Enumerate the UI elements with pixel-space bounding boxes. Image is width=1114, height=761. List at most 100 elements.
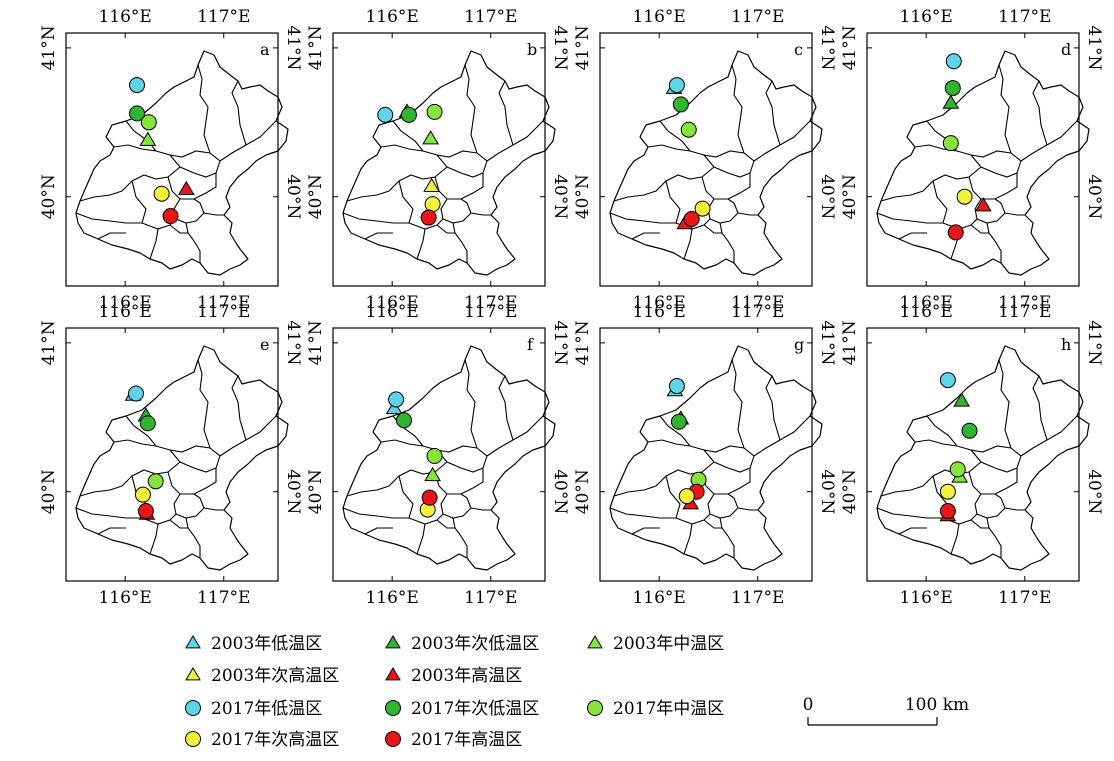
marker-2017-low bbox=[388, 391, 405, 408]
lat-label-left: 40°N bbox=[840, 469, 860, 514]
marker-2017-high bbox=[939, 503, 956, 520]
lat-label-right: 40°N bbox=[1084, 174, 1104, 219]
legend-label: 2003年低温区 bbox=[211, 634, 322, 654]
lat-label-right: 41°N bbox=[817, 320, 837, 365]
lon-label-bottom: 117°E bbox=[464, 588, 517, 608]
lat-label-right: 41°N bbox=[550, 25, 570, 70]
lat-label-left: 40°N bbox=[573, 469, 593, 514]
lon-label-top: 117°E bbox=[197, 7, 250, 27]
marker-2017-sub-high bbox=[678, 488, 695, 505]
lat-label-left: 41°N bbox=[39, 25, 59, 70]
lat-label-left: 41°N bbox=[306, 320, 326, 365]
district-boundaries bbox=[342, 50, 556, 276]
marker-2017-low bbox=[945, 53, 962, 70]
marker-2017-sub-high bbox=[134, 486, 151, 503]
lat-label-left: 41°N bbox=[840, 25, 860, 70]
marker-2017-sub-low bbox=[670, 413, 687, 430]
lon-label-top: 116°E bbox=[899, 302, 952, 322]
district-boundaries bbox=[342, 345, 556, 571]
panel-frame bbox=[866, 327, 1080, 582]
marker-2003-mid bbox=[139, 131, 157, 146]
lon-label-top: 116°E bbox=[365, 302, 418, 322]
district-boundaries bbox=[75, 50, 289, 276]
marker-2017-sub-high bbox=[694, 200, 711, 217]
district-boundaries bbox=[75, 345, 289, 571]
panel-frame bbox=[65, 32, 279, 287]
panel-frame bbox=[332, 327, 546, 582]
marker-2017-mid bbox=[942, 135, 959, 152]
legend-label: 2003年次高温区 bbox=[211, 666, 339, 686]
scale-bar-start-label: 0 bbox=[803, 695, 814, 715]
lon-label-bottom: 117°E bbox=[731, 588, 784, 608]
lat-label-left: 41°N bbox=[573, 320, 593, 365]
lon-label-bottom: 116°E bbox=[899, 588, 952, 608]
marker-2017-high bbox=[137, 503, 154, 520]
panel-letter: g bbox=[794, 335, 804, 354]
marker-2017-low bbox=[939, 372, 956, 389]
marker-2017-mid bbox=[426, 103, 443, 120]
legend-label: 2017年次高温区 bbox=[211, 730, 339, 750]
legend-swatch-triangle bbox=[587, 635, 603, 649]
panel-frame bbox=[866, 32, 1080, 287]
lon-label-bottom: 116°E bbox=[899, 293, 952, 313]
lat-label-right: 41°N bbox=[1084, 25, 1104, 70]
lat-label-left: 41°N bbox=[573, 25, 593, 70]
legend: 2003年低温区 2003年次低温区 2003年中温区 2003年次高温区 2003年高… bbox=[185, 634, 724, 750]
lon-label-top: 117°E bbox=[197, 302, 250, 322]
marker-2017-low bbox=[668, 77, 685, 94]
marker-2017-mid bbox=[140, 114, 157, 131]
marker-2017-high bbox=[683, 211, 700, 228]
lat-label-left: 40°N bbox=[39, 469, 59, 514]
lat-label-right: 40°N bbox=[817, 469, 837, 514]
marker-2003-sub-low bbox=[953, 392, 971, 407]
marker-2017-mid bbox=[426, 447, 443, 464]
scale-bar-end-label: 100 km bbox=[905, 695, 969, 715]
lat-label-left: 41°N bbox=[306, 25, 326, 70]
marker-2017-sub-low bbox=[944, 80, 961, 97]
lat-label-right: 41°N bbox=[283, 320, 303, 365]
lat-label-right: 41°N bbox=[817, 25, 837, 70]
panel-frame bbox=[599, 32, 813, 287]
marker-2003-high bbox=[974, 197, 992, 212]
marker-2017-sub-low bbox=[128, 105, 145, 122]
panel-frame bbox=[332, 32, 546, 287]
district-boundaries bbox=[876, 50, 1090, 276]
marker-2017-mid bbox=[680, 121, 697, 138]
panel-letter: f bbox=[527, 335, 534, 354]
lon-label-bottom: 116°E bbox=[98, 293, 151, 313]
map-panel-d: 116°E 116°E 117°E 117°E 41°N 41°N 40°N 40°N d bbox=[840, 7, 1104, 313]
marker-2017-high bbox=[947, 224, 964, 241]
district-boundaries bbox=[609, 345, 823, 571]
lon-label-bottom: 117°E bbox=[464, 293, 517, 313]
legend-label: 2003年高温区 bbox=[411, 666, 522, 686]
legend-label: 2003年中温区 bbox=[613, 634, 724, 654]
legend-label: 2017年中温区 bbox=[613, 699, 724, 719]
map-panel-a: 116°E 116°E 117°E 117°E 41°N 41°N 40°N 40°N a bbox=[39, 7, 303, 313]
lon-label-bottom: 117°E bbox=[197, 588, 250, 608]
panel-letter: b bbox=[527, 40, 537, 59]
map-panel-e: 116°E 116°E 117°E 117°E 41°N 41°N 40°N 40°N e bbox=[39, 302, 303, 608]
lon-label-bottom: 117°E bbox=[197, 293, 250, 313]
lat-label-left: 41°N bbox=[840, 320, 860, 365]
lon-label-top: 117°E bbox=[731, 302, 784, 322]
map-panel-c: 116°E 116°E 117°E 117°E 41°N 41°N 40°N 40°N c bbox=[573, 7, 837, 313]
lon-label-bottom: 116°E bbox=[632, 293, 685, 313]
marker-2017-low bbox=[668, 378, 685, 395]
lon-label-top: 117°E bbox=[464, 7, 517, 27]
marker-2017-low bbox=[128, 385, 145, 402]
lon-label-top: 117°E bbox=[998, 302, 1051, 322]
lat-label-left: 40°N bbox=[573, 174, 593, 219]
panel-letter: e bbox=[260, 335, 269, 354]
lon-label-top: 117°E bbox=[464, 302, 517, 322]
legend-swatch-triangle bbox=[385, 667, 401, 681]
legend-swatch-circle bbox=[185, 731, 201, 747]
lon-label-bottom: 116°E bbox=[632, 588, 685, 608]
lat-label-right: 40°N bbox=[550, 469, 570, 514]
lat-label-right: 41°N bbox=[283, 25, 303, 70]
district-boundaries bbox=[609, 50, 823, 276]
lat-label-left: 41°N bbox=[39, 320, 59, 365]
panel-frame bbox=[599, 327, 813, 582]
lat-label-right: 41°N bbox=[1084, 320, 1104, 365]
